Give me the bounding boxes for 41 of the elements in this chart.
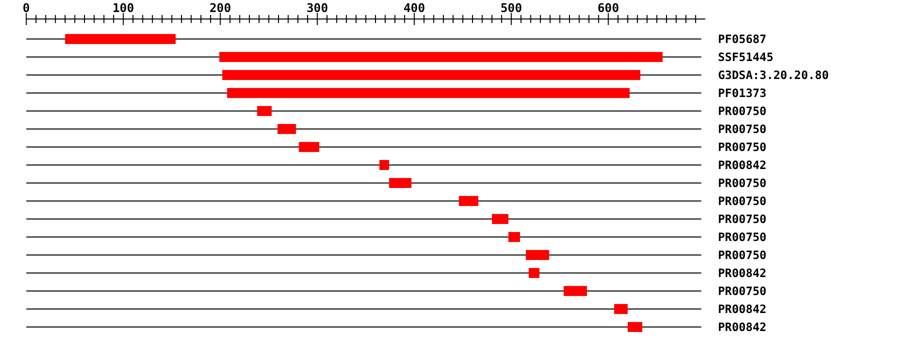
bar (526, 250, 550, 260)
bar (298, 142, 320, 152)
y-tick-label: PR00750 (718, 212, 767, 226)
bar (458, 196, 478, 206)
bar (628, 322, 642, 332)
bar (222, 70, 640, 80)
x-tick-label: 100 (112, 1, 134, 15)
y-tick-label: G3DSA:3.20.20.80 (718, 68, 829, 82)
bar (528, 268, 540, 278)
bar (278, 124, 296, 134)
y-tick-label: PR00750 (718, 176, 767, 190)
y-tick-label: PR00750 (718, 122, 767, 136)
y-tick-label: PR00842 (718, 302, 766, 316)
y-tick-label: PR00750 (718, 248, 767, 262)
x-tick-label: 500 (500, 1, 522, 15)
y-tick-label: PR00842 (718, 320, 766, 334)
bar (492, 214, 508, 224)
y-tick-label: PR00750 (718, 140, 767, 154)
bar (227, 88, 630, 98)
bar (219, 52, 663, 62)
x-tick-label: 400 (403, 1, 426, 15)
y-tick-label: PF05687 (718, 32, 767, 46)
y-tick-label: PR00750 (718, 230, 767, 244)
y-tick-label: SSF51445 (718, 50, 774, 64)
y-tick-label: PR00750 (718, 104, 767, 118)
x-tick-label: 600 (597, 1, 620, 15)
y-tick-label: PR00842 (718, 266, 766, 280)
bar (379, 160, 390, 170)
x-tick-label: 0 (22, 1, 30, 15)
bar (65, 34, 176, 44)
y-tick-label: PR00750 (718, 284, 767, 298)
y-tick-label: PR00750 (718, 194, 767, 208)
bar (257, 106, 272, 116)
y-tick-label: PR00842 (718, 158, 766, 172)
bar (508, 232, 520, 242)
x-tick-label: 300 (306, 1, 328, 15)
x-tick-label: 200 (209, 1, 232, 15)
bar (389, 178, 412, 188)
y-tick-label: PF01373 (718, 86, 767, 100)
bar (564, 286, 587, 296)
bar (614, 304, 628, 314)
